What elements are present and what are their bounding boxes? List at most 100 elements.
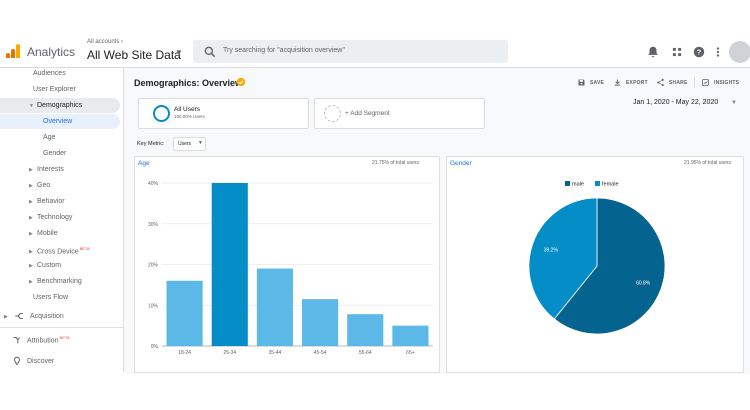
legend-swatch-male <box>565 181 570 186</box>
sidebar-item-geo[interactable]: ▶ Geo <box>29 182 51 189</box>
sidebar-item-attribution[interactable]: AttributionBETA <box>12 335 70 345</box>
caret-down-icon[interactable]: ▼ <box>731 100 737 106</box>
bar-35-44 <box>256 268 293 346</box>
nav-highlight-demographics <box>0 98 120 113</box>
share-button[interactable]: SHARE <box>669 80 688 86</box>
x-tick-label: 55-64 <box>359 350 372 356</box>
legend-label-female: female <box>602 182 619 188</box>
sidebar-item-user-explorer[interactable]: User Explorer <box>33 86 76 93</box>
sidebar-item-acquisition[interactable]: ▶ Acquisition <box>4 312 64 320</box>
segment-circle-icon <box>153 105 170 122</box>
segment-all-users[interactable]: All Users 100.00% Users <box>138 98 309 129</box>
triangle-down-icon: ▼ <box>29 103 34 109</box>
triangle-right-icon: ▶ <box>29 183 33 189</box>
toolbar-divider <box>694 77 695 88</box>
apps-grid-icon[interactable] <box>670 45 684 59</box>
x-tick-label: 65+ <box>406 350 415 356</box>
bar-55-64 <box>347 314 384 346</box>
property-selector[interactable]: All Web Site Data <box>87 48 181 62</box>
insights-icon <box>702 79 709 86</box>
sidebar-item-technology[interactable]: ▶ Technology <box>29 214 73 221</box>
sidebar-item-benchmarking[interactable]: ▶ Benchmarking <box>29 278 82 285</box>
beta-badge: BETA <box>59 335 70 340</box>
sidebar: Audiences User Explorer ▼ Demographics Ov… <box>0 68 124 372</box>
acquisition-icon <box>15 313 23 319</box>
add-segment-circle-icon <box>324 105 341 122</box>
triangle-right-icon: ▶ <box>29 249 33 256</box>
triangle-right-icon: ▶ <box>29 263 33 269</box>
sidebar-item-users-flow[interactable]: Users Flow <box>33 294 69 301</box>
sidebar-item-mobile[interactable]: ▶ Mobile <box>29 230 58 237</box>
sidebar-item-custom[interactable]: ▶ Custom <box>29 262 62 269</box>
bar-45-54 <box>302 299 339 346</box>
caret-down-icon[interactable]: ▼ <box>175 48 183 57</box>
save-icon <box>578 79 585 86</box>
save-button[interactable]: SAVE <box>590 80 605 86</box>
y-tick-label: 30% <box>148 222 159 228</box>
triangle-right-icon: ▶ <box>29 231 33 237</box>
add-segment-label: + Add Segment <box>345 110 390 117</box>
key-metric-select[interactable]: Users ▼ <box>173 137 206 151</box>
search-icon <box>204 46 216 58</box>
triangle-right-icon: ▶ <box>4 313 8 320</box>
x-tick-label: 18-24 <box>178 350 191 356</box>
account-label[interactable]: All accounts › <box>87 39 124 45</box>
sidebar-item-audiences[interactable]: Audiences <box>33 70 66 77</box>
sidebar-item-interests[interactable]: ▶ Interests <box>29 166 64 173</box>
insights-button[interactable]: INSIGHTS <box>714 80 740 86</box>
age-card-title: Age <box>138 160 150 167</box>
top-app-bar: Analytics All accounts › All Web Site Da… <box>0 36 750 68</box>
export-button[interactable]: EXPORT <box>626 80 648 86</box>
age-bar-chart: 0% 10% 20% 30% 40% 18-24 25-34 35-44 45-54 55-64 6… <box>148 181 433 356</box>
sidebar-item-demographics[interactable]: ▼ Demographics <box>29 102 83 109</box>
age-card: Age 21.75% of total users 0% 10% 20% 30% 40%… <box>134 156 440 373</box>
y-tick-label: 0% <box>151 344 159 350</box>
pie-slice-male <box>553 197 666 335</box>
sidebar-divider <box>0 327 123 328</box>
sidebar-item-overview[interactable]: Overview <box>43 118 73 125</box>
main-content: Demographics: Overview SAVE EXPORT SHARE… <box>124 68 750 374</box>
triangle-right-icon: ▶ <box>29 167 33 173</box>
key-metric-value: Users <box>178 141 192 147</box>
x-tick-label: 35-44 <box>269 350 282 356</box>
sidebar-item-discover[interactable]: Discover <box>12 356 54 366</box>
app-name[interactable]: Analytics <box>27 45 76 59</box>
y-tick-label: 40% <box>148 181 159 187</box>
search-input[interactable]: Try searching for "acquisition overview" <box>223 47 345 54</box>
age-card-percent: 21.75% of total users <box>372 160 419 166</box>
triangle-right-icon: ▶ <box>29 279 33 285</box>
svg-text:?: ? <box>697 50 701 57</box>
bar-25-34 <box>211 183 248 346</box>
export-icon <box>614 79 621 86</box>
x-tick-label: 45-54 <box>314 350 327 356</box>
key-metric-label: Key Metric: <box>137 141 165 147</box>
gender-card-title: Gender <box>450 160 472 167</box>
sidebar-item-behavior[interactable]: ▶ Behavior <box>29 198 65 205</box>
add-segment-button[interactable]: + Add Segment <box>314 98 485 129</box>
pie-data-label: 39.2% <box>544 248 559 254</box>
sidebar-item-age[interactable]: Age <box>43 134 56 141</box>
legend-label-male: male <box>572 182 584 188</box>
caret-down-icon: ▼ <box>198 140 203 146</box>
legend-swatch-female <box>595 181 600 186</box>
date-range-picker[interactable]: Jan 1, 2020 - May 22, 2020 <box>633 99 719 106</box>
gender-pie-chart: 60.8% 39.2% male female <box>528 181 666 335</box>
pie-data-label: 60.8% <box>636 280 651 286</box>
sidebar-item-gender[interactable]: Gender <box>43 150 67 157</box>
help-icon[interactable]: ? <box>692 45 706 59</box>
sidebar-item-cross-device[interactable]: ▶ Cross DeviceBETA <box>29 246 90 256</box>
more-vert-icon[interactable] <box>711 45 725 59</box>
y-tick-label: 10% <box>148 303 159 309</box>
avatar[interactable] <box>729 41 750 63</box>
bar-18-24 <box>166 280 203 346</box>
beta-badge: BETA <box>79 246 90 251</box>
bar-65+ <box>392 325 429 346</box>
pie-slice-female <box>528 197 598 320</box>
share-icon <box>657 78 664 87</box>
gender-card: Gender 21.95% of total users 60.8% 39.2% m… <box>446 156 744 373</box>
nav-highlight-overview <box>0 114 120 129</box>
analytics-logo-icon[interactable] <box>6 44 20 58</box>
verified-badge-icon <box>236 77 246 87</box>
bell-icon[interactable] <box>646 45 660 59</box>
search-bar[interactable]: Try searching for "acquisition overview" <box>193 40 508 63</box>
